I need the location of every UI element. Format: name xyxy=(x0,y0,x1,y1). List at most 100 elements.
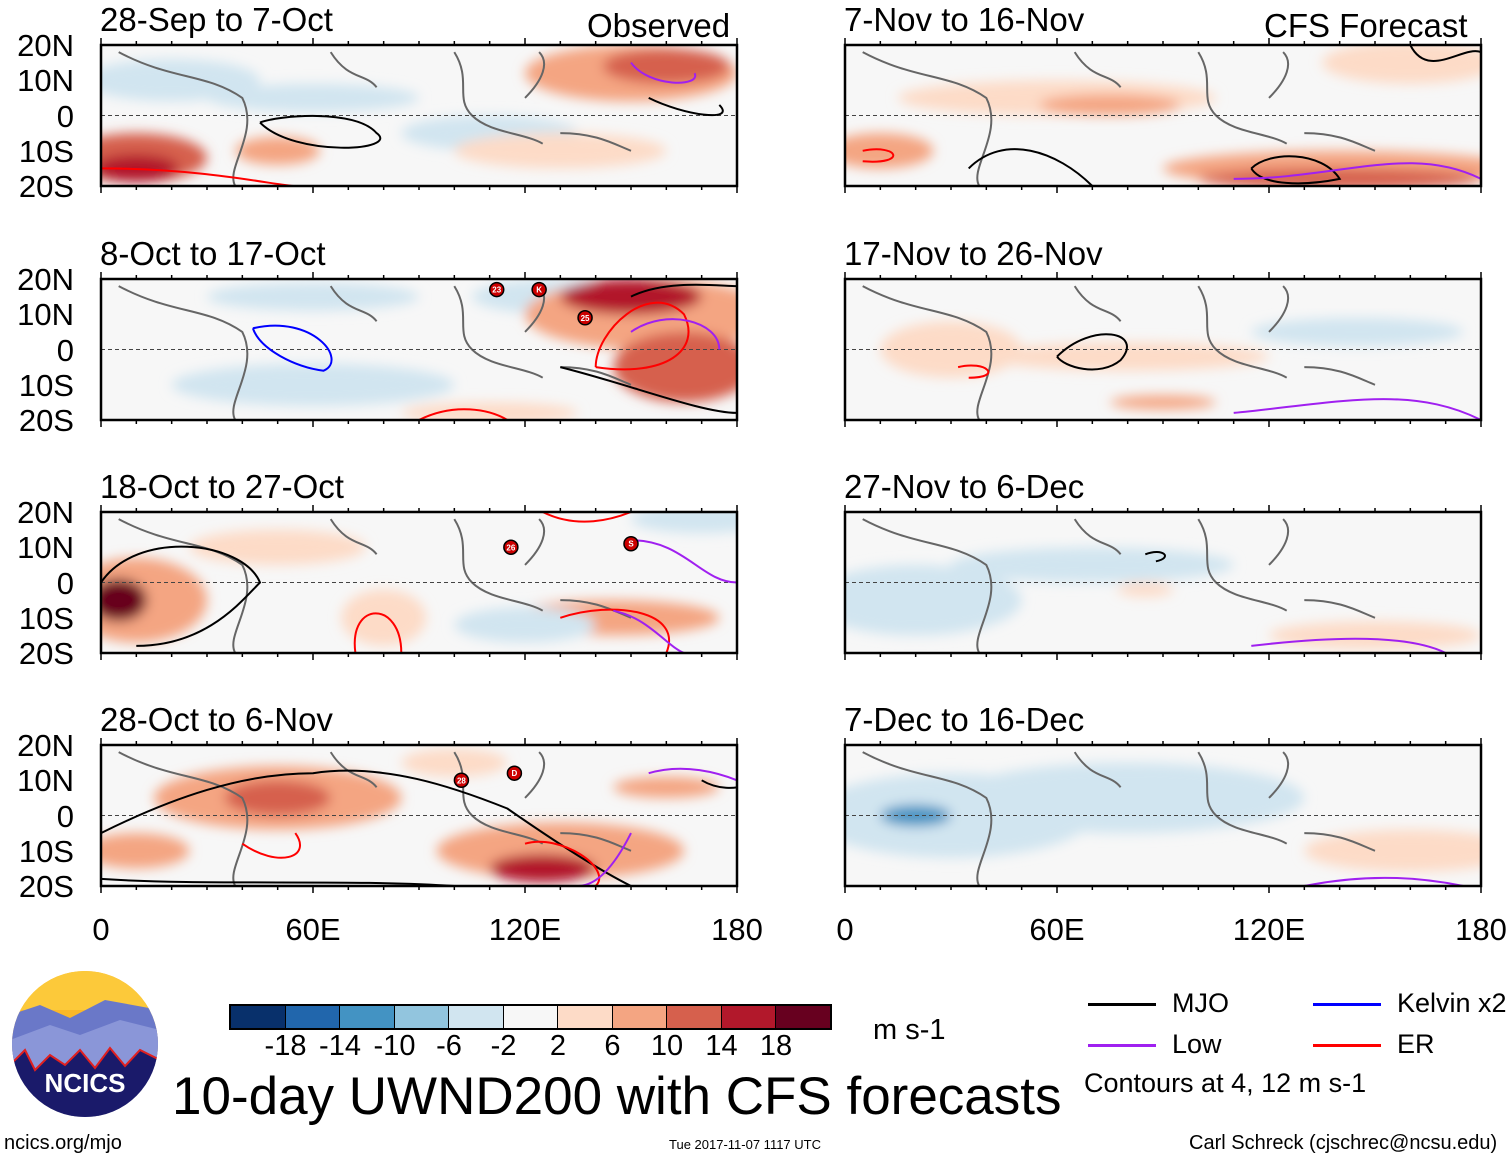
colorbar-swatch xyxy=(776,1006,830,1028)
ncics-logo: NCICS xyxy=(12,971,158,1117)
contour-line xyxy=(1251,637,1447,653)
contour-line xyxy=(967,148,1094,186)
colorbar-swatch xyxy=(667,1006,722,1028)
contour-line xyxy=(1409,45,1481,62)
storm-label: 26 xyxy=(506,543,515,552)
x-tick-label: 60E xyxy=(1029,912,1085,947)
anomaly-region xyxy=(101,833,190,869)
anomaly-region xyxy=(207,282,419,311)
coastline xyxy=(862,751,1376,886)
colorbar-swatch xyxy=(612,1006,667,1028)
storm-label: K xyxy=(536,286,542,295)
legend-label: Low xyxy=(1172,1029,1222,1059)
map-panel: 28 D xyxy=(99,738,739,893)
y-tick-label: 20S xyxy=(18,169,74,204)
anomaly-region xyxy=(1039,94,1181,116)
panel-title: 27-Nov to 6-Dec xyxy=(844,468,1085,505)
colorbar-swatch xyxy=(231,1006,286,1028)
anomaly-region xyxy=(489,854,596,883)
anomaly-region xyxy=(613,331,737,403)
footer-timestamp: Tue 2017-11-07 1117 UTC xyxy=(669,1137,821,1152)
coastline xyxy=(118,285,632,420)
anomaly-region xyxy=(1117,582,1174,597)
coastline xyxy=(118,518,632,653)
contour-line xyxy=(648,97,724,117)
y-tick-label: 10N xyxy=(17,297,74,333)
x-tick-label: 0 xyxy=(836,912,854,947)
anomaly-region xyxy=(341,589,427,646)
anomaly-region xyxy=(1251,317,1464,346)
anomaly-region xyxy=(101,557,207,643)
cfs-forecast-label: CFS Forecast xyxy=(1264,7,1468,44)
map-panel: 23 K 25 xyxy=(99,272,739,427)
tropical-cyclone-marker: D xyxy=(506,765,523,781)
figure-title: 10-day UWND200 with CFS forecasts xyxy=(172,1067,1062,1126)
contour-line xyxy=(1233,162,1481,180)
y-tick-label: 10S xyxy=(18,367,74,403)
legend-line xyxy=(1088,1003,1156,1006)
y-tick-label: 10S xyxy=(18,833,74,869)
colorbar-swatch xyxy=(285,1006,340,1028)
panel-title: 17-Nov to 26-Nov xyxy=(844,235,1103,272)
anomaly-region xyxy=(101,59,260,102)
storm-label: 23 xyxy=(492,286,501,295)
coastline xyxy=(862,285,1376,420)
coastline xyxy=(862,518,1376,653)
contour-line xyxy=(630,61,697,84)
legend-label: Kelvin x2 xyxy=(1397,988,1507,1018)
colorbar-tick-label: -6 xyxy=(436,1030,462,1062)
colorbar-tick-label: 2 xyxy=(549,1030,567,1062)
anomaly-region xyxy=(101,578,147,622)
anomaly-region xyxy=(845,133,934,169)
y-tick-label: 20N xyxy=(17,728,74,763)
contour-line xyxy=(418,408,508,420)
coastline xyxy=(862,51,1376,186)
x-tick-label: 120E xyxy=(488,912,562,947)
tropical-cyclone-marker: 26 xyxy=(503,539,519,555)
tropical-cyclone-marker: 23 xyxy=(488,281,505,298)
anomaly-region xyxy=(613,776,720,798)
colorbar-swatch xyxy=(340,1006,395,1028)
tropical-cyclone-marker: K xyxy=(531,281,547,298)
colorbar-tick-label: -14 xyxy=(319,1030,361,1062)
colorbar-swatch xyxy=(721,1006,776,1028)
legend-line xyxy=(1088,1044,1156,1047)
colorbar-swatch xyxy=(394,1006,449,1028)
anomaly-region xyxy=(401,748,508,777)
coastline xyxy=(118,751,632,886)
colorbar xyxy=(229,1004,832,1030)
map-panel xyxy=(843,738,1483,893)
x-tick-label: 180 xyxy=(711,912,763,947)
contour-line xyxy=(594,301,690,371)
anomaly-region xyxy=(1269,621,1481,650)
footer-author: Carl Schreck (cjschrec@ncsu.edu) xyxy=(1189,1132,1498,1154)
y-tick-label: 20S xyxy=(18,869,74,904)
tropical-cyclone-marker: 25 xyxy=(577,310,593,326)
footer-url[interactable]: ncics.org/mjo xyxy=(4,1132,122,1154)
colorbar-tick-label: 18 xyxy=(759,1030,793,1062)
legend-line xyxy=(1313,1044,1381,1047)
coastline xyxy=(118,51,632,186)
colorbar-swatch xyxy=(558,1006,613,1028)
tropical-cyclone-marker: S xyxy=(623,535,639,552)
map-panel xyxy=(843,272,1483,427)
contour-line xyxy=(353,612,403,653)
y-tick-label: 0 xyxy=(56,332,74,368)
anomaly-region xyxy=(951,762,1305,834)
storm-label: 28 xyxy=(457,776,466,785)
contour-line xyxy=(1144,550,1166,563)
y-tick-label: 10N xyxy=(17,530,74,566)
contour-line xyxy=(1233,398,1481,420)
contour-line xyxy=(1304,876,1464,886)
colorbar-units: m s-1 xyxy=(873,1014,946,1046)
x-tick-label: 180 xyxy=(1455,912,1507,947)
contour-note: Contours at 4, 12 m s-1 xyxy=(1084,1068,1367,1098)
anomaly-region xyxy=(560,279,702,315)
anomaly-region xyxy=(189,529,366,565)
anomaly-region xyxy=(631,512,737,534)
contour-line xyxy=(259,114,381,149)
colorbar-tick-label: 10 xyxy=(650,1030,684,1062)
anomaly-region xyxy=(1110,395,1216,410)
panel-title: 7-Dec to 16-Dec xyxy=(844,701,1085,738)
y-tick-label: 0 xyxy=(56,565,74,601)
